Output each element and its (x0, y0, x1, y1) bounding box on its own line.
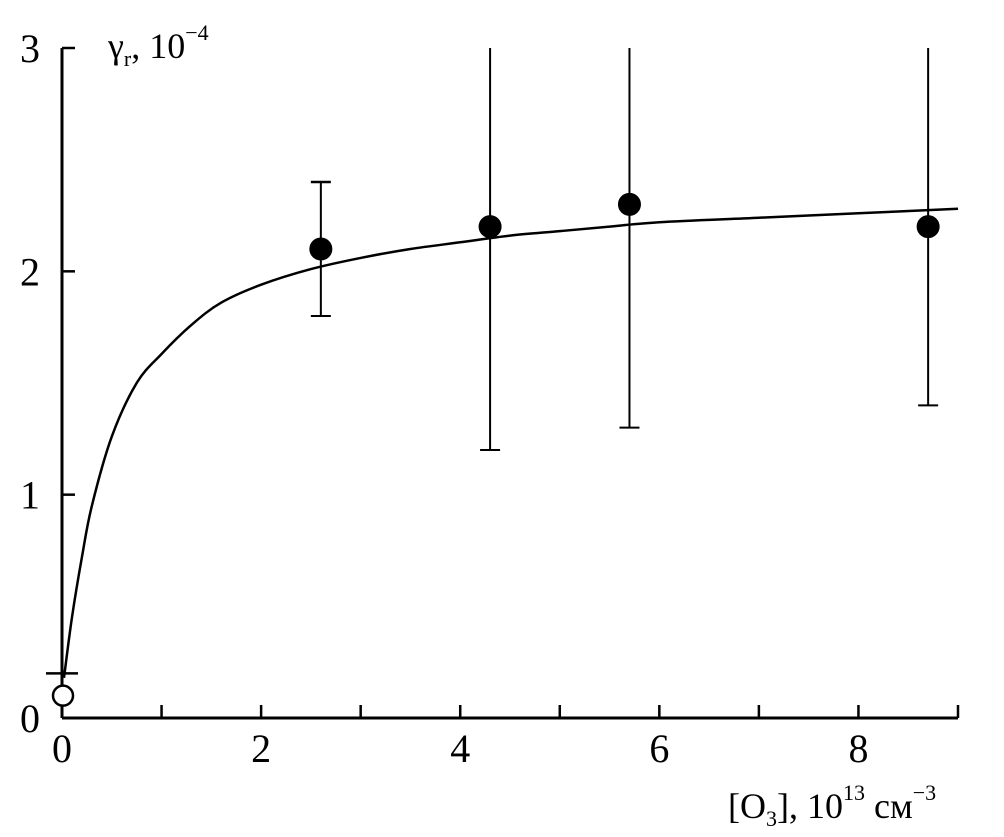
x-tick-label: 6 (649, 726, 669, 771)
x-tick-labels: 0 2 4 6 8 (52, 726, 868, 771)
y-ticks (62, 46, 75, 720)
y-axis-title-rest: , 10 (131, 26, 185, 66)
x-ticks (60, 705, 960, 718)
x-tick-label: 0 (52, 726, 72, 771)
x-axis-title-unit: см (865, 786, 913, 826)
data-point (617, 192, 641, 216)
x-tick-label: 2 (251, 726, 271, 771)
y-axis-title: γr, 10−4 (107, 20, 209, 71)
x-axis-title-open: [O (728, 786, 766, 826)
y-axis-title-symbol: γ (107, 26, 124, 66)
y-axis-title-exponent: −4 (185, 20, 208, 45)
x-axis-title: [O3], 1013 см−3 (728, 780, 936, 831)
x-axis-title-exponent: 13 (843, 780, 865, 805)
x-axis-title-subscript: 3 (766, 806, 777, 831)
data-point (478, 215, 502, 239)
x-axis-title-close: ], 10 (777, 786, 843, 826)
x-tick-label: 8 (848, 726, 868, 771)
y-tick-label: 2 (20, 249, 40, 294)
plot-area (46, 46, 960, 720)
x-axis-title-unit-exponent: −3 (913, 780, 936, 805)
data-point (916, 215, 940, 239)
y-tick-labels: 0 1 2 3 (20, 26, 40, 741)
data-point-open (51, 684, 75, 707)
markers (51, 192, 940, 707)
y-tick-label: 0 (20, 696, 40, 741)
data-point (309, 237, 333, 261)
x-tick-label: 4 (450, 726, 470, 771)
y-tick-label: 3 (20, 26, 40, 71)
y-axis-title-subscript: r (124, 46, 132, 71)
y-tick-label: 1 (20, 473, 40, 518)
